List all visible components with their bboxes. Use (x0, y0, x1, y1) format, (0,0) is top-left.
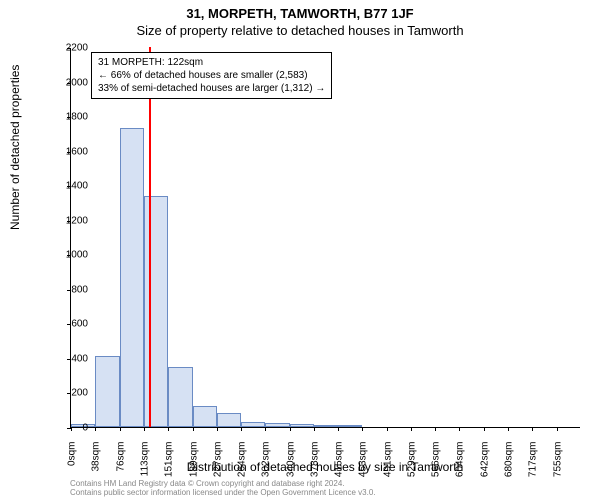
y-tick-label: 1400 (38, 181, 88, 192)
x-tick-mark (290, 427, 291, 431)
x-tick-label: 642sqm (479, 442, 490, 482)
x-tick-label: 717sqm (528, 442, 539, 482)
x-tick-mark (314, 427, 315, 431)
x-tick-label: 491sqm (382, 442, 393, 482)
chart-subtitle: Size of property relative to detached ho… (0, 21, 600, 42)
x-tick-mark (362, 427, 363, 431)
x-tick-label: 604sqm (455, 442, 466, 482)
x-tick-label: 415sqm (333, 442, 344, 482)
histogram-bar (314, 425, 338, 427)
y-tick-label: 800 (38, 284, 88, 295)
x-tick-mark (459, 427, 460, 431)
x-tick-mark (217, 427, 218, 431)
x-tick-mark (508, 427, 509, 431)
x-tick-mark (168, 427, 169, 431)
x-tick-mark (120, 427, 121, 431)
property-marker-line (149, 47, 151, 427)
histogram-bar (338, 425, 362, 427)
histogram-bar (241, 422, 265, 427)
y-tick-label: 1600 (38, 146, 88, 157)
x-tick-label: 340sqm (285, 442, 296, 482)
x-tick-label: 453sqm (358, 442, 369, 482)
x-tick-label: 227sqm (212, 442, 223, 482)
chart-container: { "title": "31, MORPETH, TAMWORTH, B77 1… (0, 0, 600, 500)
x-tick-mark (338, 427, 339, 431)
histogram-bar (290, 424, 314, 427)
y-tick-label: 400 (38, 353, 88, 364)
y-tick-label: 1800 (38, 112, 88, 123)
x-tick-label: 302sqm (261, 442, 272, 482)
y-tick-label: 200 (38, 388, 88, 399)
x-tick-label: 755sqm (552, 442, 563, 482)
y-tick-label: 0 (38, 423, 88, 434)
y-tick-label: 1200 (38, 215, 88, 226)
x-tick-label: 151sqm (164, 442, 175, 482)
x-tick-label: 680sqm (504, 442, 515, 482)
histogram-bar (120, 128, 144, 427)
x-tick-mark (241, 427, 242, 431)
x-tick-label: 189sqm (188, 442, 199, 482)
plot-area: 31 MORPETH: 122sqm← 66% of detached hous… (70, 48, 580, 428)
x-tick-mark (532, 427, 533, 431)
chart-title: 31, MORPETH, TAMWORTH, B77 1JF (0, 0, 600, 21)
x-tick-label: 38sqm (91, 442, 102, 482)
x-tick-mark (411, 427, 412, 431)
x-tick-label: 0sqm (67, 442, 78, 482)
x-tick-mark (484, 427, 485, 431)
histogram-bar (95, 356, 119, 427)
histogram-bar (217, 413, 241, 427)
x-tick-mark (193, 427, 194, 431)
x-tick-mark (265, 427, 266, 431)
info-box: 31 MORPETH: 122sqm← 66% of detached hous… (91, 52, 332, 99)
x-tick-label: 529sqm (407, 442, 418, 482)
y-tick-label: 2000 (38, 77, 88, 88)
y-tick-label: 1000 (38, 250, 88, 261)
y-tick-label: 600 (38, 319, 88, 330)
y-axis-label: Number of detached properties (8, 65, 22, 230)
x-tick-label: 566sqm (431, 442, 442, 482)
x-tick-label: 378sqm (310, 442, 321, 482)
histogram-bar (193, 406, 217, 427)
x-tick-mark (557, 427, 558, 431)
histogram-bar (168, 367, 192, 427)
info-line3: 33% of semi-detached houses are larger (… (98, 82, 325, 95)
histogram-bar (265, 423, 289, 427)
x-tick-mark (435, 427, 436, 431)
footer-line2: Contains public sector information licen… (70, 488, 376, 498)
x-tick-mark (95, 427, 96, 431)
x-tick-mark (144, 427, 145, 431)
y-tick-label: 2200 (38, 43, 88, 54)
info-line2: ← 66% of detached houses are smaller (2,… (98, 69, 325, 82)
x-tick-label: 76sqm (115, 442, 126, 482)
x-tick-label: 113sqm (139, 442, 150, 482)
info-line1: 31 MORPETH: 122sqm (98, 56, 325, 69)
histogram-bar (144, 196, 168, 427)
footer-attribution: Contains HM Land Registry data © Crown c… (70, 479, 376, 498)
x-tick-label: 264sqm (236, 442, 247, 482)
x-tick-mark (387, 427, 388, 431)
